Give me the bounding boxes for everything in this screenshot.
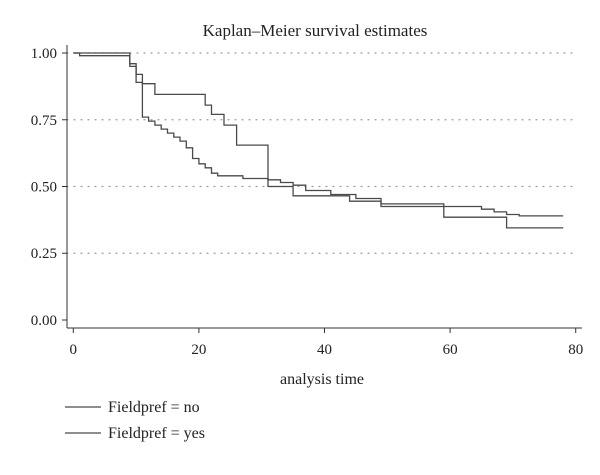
x-axis-label: analysis time	[280, 371, 364, 388]
axes: 0.00 0.25 0.50 0.75 1.00 0 20 40 60 80	[31, 45, 583, 358]
y-tick-label-4: 1.00	[31, 46, 57, 62]
legend-label-1: Fieldpref = yes	[108, 425, 205, 442]
survival-curves	[73, 52, 564, 229]
x-tick-label-0: 0	[70, 342, 78, 358]
series-line-fieldpref-no	[73, 52, 564, 229]
series-line-fieldpref-yes	[73, 52, 564, 217]
gridlines	[66, 52, 577, 254]
chart-title: Kaplan–Meier survival estimates	[203, 21, 428, 40]
y-tick-label-2: 0.50	[31, 180, 57, 196]
y-tick-label-1: 0.25	[31, 246, 57, 262]
legend: Fieldpref = no Fieldpref = yes	[65, 399, 205, 442]
x-tick-label-1: 20	[191, 342, 206, 358]
legend-label-0: Fieldpref = no	[108, 399, 200, 416]
x-tick-label-2: 40	[317, 342, 332, 358]
y-tick-label-3: 0.75	[31, 113, 57, 129]
y-tick-label-0: 0.00	[31, 313, 57, 329]
x-tick-label-3: 60	[443, 342, 458, 358]
x-tick-label-4: 80	[568, 342, 583, 358]
